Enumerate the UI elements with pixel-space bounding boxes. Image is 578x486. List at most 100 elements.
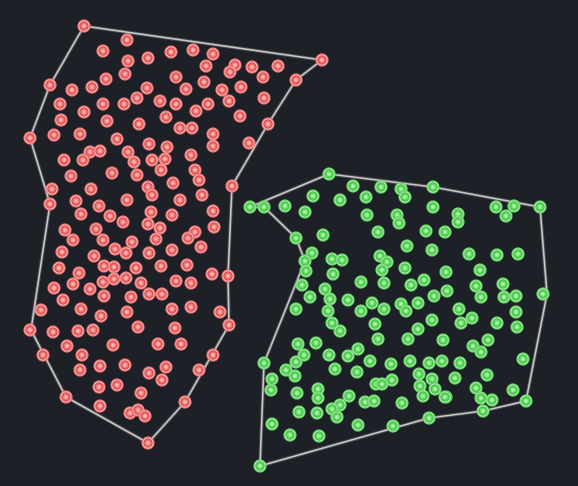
point-green-81 bbox=[309, 336, 323, 350]
point-green-57 bbox=[341, 293, 355, 307]
point-red-139 bbox=[71, 324, 85, 338]
point-green-116 bbox=[342, 389, 356, 403]
point-green-130 bbox=[438, 390, 452, 404]
point-red-156 bbox=[192, 363, 206, 377]
point-red-48 bbox=[185, 121, 199, 135]
point-red-61 bbox=[145, 153, 159, 167]
point-red-82 bbox=[74, 207, 88, 221]
point-red-57 bbox=[242, 136, 256, 150]
point-green-112 bbox=[480, 368, 494, 382]
point-red-112 bbox=[180, 258, 194, 272]
point-red-54 bbox=[142, 137, 156, 151]
point-green-83 bbox=[436, 333, 450, 347]
point-red-4 bbox=[206, 47, 220, 61]
point-red-142 bbox=[168, 321, 182, 335]
point-red-157 bbox=[59, 390, 73, 404]
point-red-43 bbox=[23, 131, 37, 145]
point-red-14 bbox=[199, 59, 213, 73]
point-green-60 bbox=[411, 296, 425, 310]
point-green-68 bbox=[377, 302, 391, 316]
point-red-94 bbox=[96, 233, 110, 247]
point-red-146 bbox=[106, 338, 120, 352]
point-red-53 bbox=[121, 145, 135, 159]
point-red-50 bbox=[261, 117, 275, 131]
point-red-141 bbox=[131, 320, 145, 334]
point-green-129 bbox=[416, 389, 430, 403]
point-red-100 bbox=[87, 249, 101, 263]
point-green-93 bbox=[289, 355, 303, 369]
point-red-36 bbox=[257, 91, 271, 105]
point-red-159 bbox=[110, 378, 124, 392]
point-green-99 bbox=[422, 356, 436, 370]
point-green-82 bbox=[333, 324, 347, 338]
point-green-71 bbox=[509, 305, 523, 319]
point-red-149 bbox=[206, 348, 220, 362]
point-red-83 bbox=[103, 209, 117, 223]
point-red-33 bbox=[169, 97, 183, 111]
point-red-76 bbox=[69, 194, 83, 208]
point-red-22 bbox=[140, 81, 154, 95]
point-red-66 bbox=[130, 168, 144, 182]
point-red-70 bbox=[84, 182, 98, 196]
point-green-137 bbox=[330, 410, 344, 424]
point-red-130 bbox=[34, 303, 48, 317]
point-red-45 bbox=[73, 127, 87, 141]
point-red-0 bbox=[77, 19, 91, 33]
point-red-102 bbox=[119, 246, 133, 260]
point-green-17 bbox=[489, 200, 503, 214]
point-green-132 bbox=[519, 394, 533, 408]
point-green-94 bbox=[328, 362, 342, 376]
point-red-46 bbox=[110, 132, 124, 146]
point-green-128 bbox=[395, 396, 409, 410]
point-green-43 bbox=[439, 265, 453, 279]
point-green-106 bbox=[350, 365, 364, 379]
point-green-67 bbox=[354, 304, 368, 318]
point-red-44 bbox=[47, 128, 61, 142]
point-red-60 bbox=[127, 155, 141, 169]
point-red-87 bbox=[58, 223, 72, 237]
point-green-79 bbox=[510, 320, 524, 334]
point-red-23 bbox=[179, 82, 193, 96]
point-red-124 bbox=[56, 293, 70, 307]
point-red-122 bbox=[169, 274, 183, 288]
point-red-55 bbox=[160, 140, 174, 154]
point-red-73 bbox=[192, 173, 206, 187]
point-red-78 bbox=[120, 193, 134, 207]
point-red-93 bbox=[66, 233, 80, 247]
point-red-160 bbox=[134, 386, 148, 400]
point-green-76 bbox=[454, 316, 468, 330]
point-green-52 bbox=[469, 279, 483, 293]
point-green-40 bbox=[326, 267, 340, 281]
point-green-55 bbox=[303, 290, 317, 304]
point-red-164 bbox=[138, 409, 152, 423]
point-green-122 bbox=[474, 391, 488, 405]
point-green-96 bbox=[363, 354, 377, 368]
point-red-150 bbox=[73, 363, 87, 377]
point-red-135 bbox=[184, 300, 198, 314]
point-red-79 bbox=[145, 188, 159, 202]
point-green-49 bbox=[404, 278, 418, 292]
point-red-6 bbox=[245, 60, 259, 74]
point-green-70 bbox=[452, 302, 466, 316]
point-green-98 bbox=[403, 354, 417, 368]
point-green-114 bbox=[290, 386, 304, 400]
point-green-75 bbox=[425, 313, 439, 327]
point-green-37 bbox=[490, 248, 504, 262]
point-red-111 bbox=[154, 259, 168, 273]
point-red-35 bbox=[222, 94, 236, 108]
point-green-66 bbox=[321, 304, 335, 318]
point-green-64 bbox=[509, 289, 523, 303]
point-red-72 bbox=[166, 176, 180, 190]
point-green-27 bbox=[499, 209, 513, 223]
point-red-127 bbox=[142, 287, 156, 301]
point-red-42 bbox=[233, 109, 247, 123]
point-red-18 bbox=[65, 83, 79, 97]
point-red-101 bbox=[108, 242, 122, 256]
point-red-37 bbox=[54, 113, 68, 127]
point-green-88 bbox=[371, 332, 385, 346]
point-red-110 bbox=[129, 261, 143, 275]
point-green-103 bbox=[265, 372, 279, 386]
point-red-96 bbox=[149, 232, 163, 246]
point-green-33 bbox=[462, 247, 476, 261]
point-green-22 bbox=[371, 225, 385, 239]
